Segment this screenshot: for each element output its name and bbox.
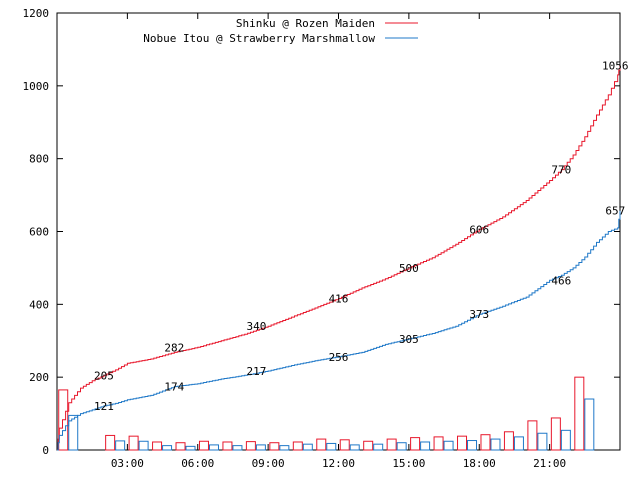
lines-layer — [57, 65, 621, 451]
count-bar — [433, 436, 444, 451]
count-bar — [245, 441, 256, 451]
count-bar — [138, 440, 149, 451]
data-label: 282 — [164, 341, 184, 354]
count-bar — [574, 376, 585, 451]
cumulative-line — [57, 210, 621, 451]
count-bar — [115, 440, 126, 451]
count-bar — [550, 417, 561, 451]
data-label: 174 — [164, 381, 184, 394]
count-bar — [467, 440, 478, 451]
count-bar — [279, 445, 290, 451]
count-bar — [326, 442, 337, 451]
plot-frame — [56, 12, 621, 451]
x-tick-label: 15:00 — [392, 457, 425, 470]
count-bar — [386, 438, 397, 451]
count-bar — [443, 440, 454, 451]
count-bar — [198, 440, 209, 451]
data-labels-layer: 205 282 340 416 500 606 770 1056 121 174 217 256 305… — [94, 59, 629, 412]
count-bar — [560, 429, 571, 451]
count-bar — [490, 438, 501, 451]
count-bar — [222, 441, 233, 451]
count-bar — [316, 438, 327, 451]
y-tick-label: 200 — [29, 371, 49, 384]
count-bar — [527, 420, 538, 451]
count-bar — [292, 441, 303, 451]
data-label: 606 — [469, 223, 489, 236]
data-label: 256 — [329, 351, 349, 364]
count-bar — [175, 442, 186, 451]
count-bar — [255, 444, 266, 451]
data-label: 340 — [246, 320, 266, 333]
data-label: 305 — [399, 333, 419, 346]
count-bar — [232, 445, 243, 451]
count-bar — [396, 442, 407, 451]
y-tick-label: 0 — [42, 444, 49, 457]
count-bar — [128, 435, 139, 451]
legend: Shinku @ Rozen Maiden Nobue Itou @ Strawb… — [143, 17, 418, 45]
x-tick-label: 12:00 — [322, 457, 355, 470]
y-tick-label: 600 — [29, 226, 49, 239]
count-bar — [457, 435, 468, 451]
count-bar — [410, 437, 421, 451]
count-bar — [185, 445, 196, 451]
legend-label: Shinku @ Rozen Maiden — [236, 17, 375, 30]
x-tick-label: 21:00 — [533, 457, 566, 470]
x-tick-label: 03:00 — [111, 457, 144, 470]
count-bar — [58, 389, 69, 451]
data-label: 217 — [246, 365, 266, 378]
x-tick-label: 06:00 — [181, 457, 214, 470]
data-label: 1056 — [602, 59, 629, 72]
count-bar — [339, 439, 350, 451]
data-label: 466 — [551, 274, 571, 287]
count-bar — [105, 434, 116, 451]
y-tick-label: 800 — [29, 153, 49, 166]
count-bar — [373, 443, 384, 451]
count-bar — [302, 443, 313, 451]
bars-layer — [58, 376, 595, 451]
count-bar — [152, 441, 163, 451]
count-bar — [208, 444, 219, 451]
count-bar — [513, 436, 524, 451]
count-bar — [584, 398, 595, 451]
legend-label: Nobue Itou @ Strawberry Marshmallow — [143, 32, 375, 45]
y-tick-label: 1200 — [23, 7, 50, 20]
data-label: 205 — [94, 369, 114, 382]
data-label: 657 — [605, 205, 625, 218]
data-label: 373 — [469, 308, 489, 321]
count-bar — [537, 432, 548, 451]
count-bar — [162, 445, 173, 451]
count-bar — [420, 441, 431, 451]
count-bar — [503, 431, 514, 451]
y-tick-label: 1000 — [23, 80, 50, 93]
data-label: 416 — [329, 293, 349, 306]
x-tick-label: 18:00 — [463, 457, 496, 470]
cumulative-line — [57, 65, 621, 451]
count-bar — [480, 434, 491, 451]
count-bar — [68, 414, 79, 451]
count-bar — [349, 444, 360, 451]
axis-ticks: 0 200 400 600 800 1000 1200 03:00 06:00 09:00 12:0… — [23, 7, 620, 470]
data-label: 121 — [94, 400, 114, 413]
y-tick-label: 400 — [29, 298, 49, 311]
data-label: 500 — [399, 262, 419, 275]
x-tick-label: 09:00 — [252, 457, 285, 470]
data-label: 770 — [551, 164, 571, 177]
count-bar — [269, 442, 280, 451]
count-bar — [363, 440, 374, 451]
